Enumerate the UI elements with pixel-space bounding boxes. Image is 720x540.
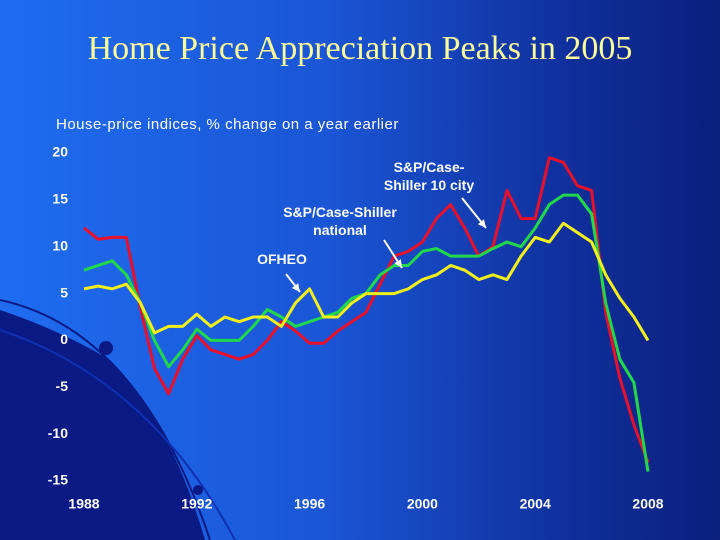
series-label: OFHEO bbox=[257, 251, 307, 267]
y-tick-label: -10 bbox=[48, 425, 68, 441]
y-tick-label: 10 bbox=[52, 237, 68, 253]
series-label: S&P/Case-Shiller 10 city bbox=[383, 159, 475, 193]
y-tick-label: 5 bbox=[60, 284, 68, 300]
decoration bbox=[0, 299, 236, 540]
y-tick-label: 20 bbox=[52, 144, 68, 160]
chart-title: Home Price Appreciation Peaks in 2005 bbox=[87, 30, 633, 67]
y-tick-label: 0 bbox=[60, 331, 68, 347]
arrow-head bbox=[477, 219, 486, 228]
x-tick-label: 2000 bbox=[407, 496, 438, 512]
series-line bbox=[83, 221, 650, 342]
arrow-head bbox=[394, 259, 402, 268]
x-tick-label: 2004 bbox=[520, 496, 551, 512]
chart-subtitle: House-price indices, % change on a year … bbox=[56, 116, 399, 133]
y-tick-label: -5 bbox=[56, 378, 69, 394]
x-tick-label: 2008 bbox=[632, 496, 663, 512]
x-tick-label: 1988 bbox=[68, 496, 99, 512]
arrow-head bbox=[291, 283, 300, 292]
y-tick-label: 15 bbox=[52, 191, 68, 207]
y-tick-label: -15 bbox=[48, 472, 68, 488]
series-line bbox=[83, 156, 650, 463]
x-tick-label: 1996 bbox=[294, 496, 325, 512]
series-label: S&P/Case-Shiller national bbox=[283, 204, 397, 238]
x-tick-label: 1992 bbox=[181, 496, 212, 512]
